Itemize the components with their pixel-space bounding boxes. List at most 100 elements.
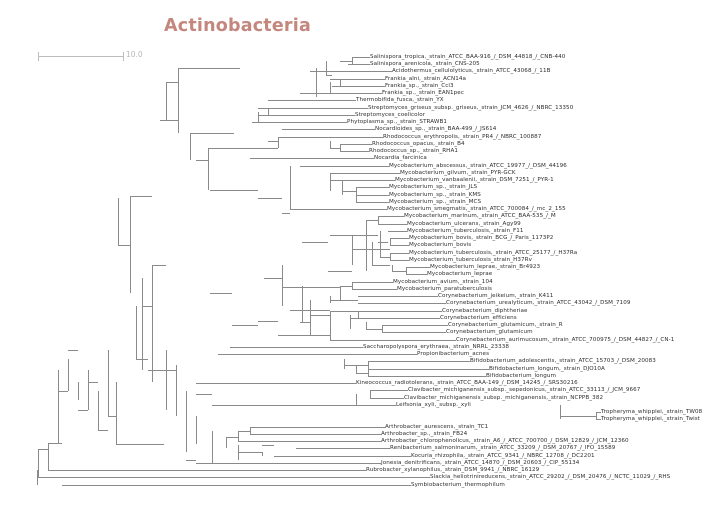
branch-horizontal <box>196 383 356 384</box>
taxon-label: Frankia_sp.,_strain_Ccl3 <box>385 83 454 89</box>
branch-horizontal <box>366 220 378 221</box>
taxon-label: Mycobacterium_sp.,_strain_MCS <box>389 199 482 205</box>
branch-horizontal <box>390 238 409 239</box>
scale-bar-label: 10.0 <box>126 50 143 59</box>
taxon-label: Slackia_heliotrinireducens,_strain_ATCC_… <box>430 474 671 480</box>
branch-horizontal <box>186 459 196 461</box>
branch-vertical <box>190 133 191 160</box>
branch-horizontal <box>390 253 409 254</box>
branch-horizontal <box>326 75 332 76</box>
taxon-label: Rubrobacter_xylanophilus,_strain_DSM_994… <box>366 467 540 473</box>
branch-vertical <box>250 427 251 434</box>
branch-horizontal <box>330 79 385 80</box>
branch-horizontal <box>340 60 352 62</box>
branch-horizontal <box>208 147 278 149</box>
branch-horizontal <box>118 245 130 246</box>
branch-horizontal <box>37 477 62 478</box>
scale-bar-line <box>38 56 124 57</box>
branch-horizontal <box>230 347 363 348</box>
branch-vertical <box>268 108 269 115</box>
branch-vertical <box>88 370 89 410</box>
branch-vertical <box>352 282 353 289</box>
taxon-label: Salinispora_arenicola,_strain_CNS-205 <box>370 61 480 67</box>
branch-horizontal <box>62 485 411 486</box>
branch-vertical <box>142 277 143 370</box>
branch-horizontal <box>348 64 370 65</box>
branch-vertical <box>116 382 117 444</box>
branch-vertical <box>382 325 383 332</box>
branch-horizontal <box>332 86 385 87</box>
branch-horizontal <box>340 285 352 287</box>
branch-vertical <box>342 180 343 195</box>
branch-horizontal <box>382 332 446 333</box>
branch-horizontal <box>264 277 282 279</box>
branch-vertical <box>98 391 99 430</box>
taxon-label: Nocardioides_sp.,_strain_BAA-499_/_JS614 <box>375 126 497 132</box>
branch-vertical <box>178 67 179 133</box>
branch-horizontal <box>250 434 381 435</box>
branch-horizontal <box>392 270 406 272</box>
taxon-label: Streptomyces_griseus_subsp._griseus,_str… <box>368 105 574 111</box>
branch-horizontal <box>212 405 396 406</box>
branch-horizontal <box>358 296 438 297</box>
taxon-label: Arthrobacter_chlorophenolicus,_strain_A6… <box>381 438 629 444</box>
taxon-label: Mycobacterium_abscessus,_strain_ATCC_199… <box>389 163 567 169</box>
taxon-label: Mycobacterium_vanbaalenii,_strain_DSM_72… <box>395 177 554 183</box>
taxon-label: Symbiobacterium_thermophilum <box>411 482 505 488</box>
branch-vertical <box>352 57 353 64</box>
branch-horizontal <box>278 334 330 336</box>
taxon-label: Mycobacterium_avium,_strain_104 <box>393 279 493 285</box>
taxon-label: Mycobacterium_sp.,_strain_JLS <box>389 184 478 190</box>
branch-vertical <box>356 365 357 373</box>
branch-horizontal <box>352 248 390 250</box>
branch-vertical <box>290 166 291 209</box>
taxon-label: Jonesia_denitrificans,_strain_ATCC_14870… <box>381 460 580 466</box>
branch-vertical <box>238 444 239 460</box>
branch-horizontal <box>48 443 62 444</box>
branch-horizontal <box>142 306 152 307</box>
taxon-label: Kineococcus_radiotolerans,_strain_ATCC_B… <box>356 380 578 386</box>
taxon-label: Corynebacterium_urealyticum,_strain_ATCC… <box>446 300 631 306</box>
branch-horizontal <box>48 470 50 471</box>
branch-vertical <box>278 137 279 148</box>
branch-horizontal <box>342 191 356 192</box>
branch-horizontal <box>78 410 88 411</box>
taxon-label: Phytoplasma_sp.,_strain_STRAWB1 <box>347 119 448 125</box>
branch-vertical <box>380 231 381 257</box>
branch-horizontal <box>370 398 404 399</box>
branch-horizontal <box>282 212 290 214</box>
branch-vertical <box>366 220 367 271</box>
branch-vertical <box>390 253 391 260</box>
taxon-label: Corynebacterium_glutamicum <box>446 329 533 335</box>
branch-horizontal <box>226 437 238 438</box>
branch-horizontal <box>330 311 442 312</box>
branch-horizontal <box>596 412 601 413</box>
branch-horizontal <box>596 419 601 420</box>
branch-horizontal <box>152 265 166 266</box>
taxon-label: Rhodococcus_erythropolis,_strain_PR4_/_N… <box>383 134 542 140</box>
taxon-label: Corynebacterium_jeikeium,_strain_K411 <box>438 293 554 299</box>
branch-vertical <box>560 405 561 419</box>
branch-horizontal <box>50 470 366 471</box>
branch-vertical <box>196 415 197 444</box>
taxon-label: Kocuria_rhizophila,_strain_ATCC_9341_/_N… <box>411 453 595 459</box>
branch-vertical <box>370 390 371 398</box>
branch-horizontal <box>62 477 430 478</box>
taxon-label: Thermobifida_fusca,_strain_YX <box>356 97 444 103</box>
branch-horizontal <box>330 235 378 236</box>
branch-vertical <box>356 187 357 202</box>
branch-vertical <box>130 195 131 293</box>
branch-horizontal <box>382 325 448 326</box>
branch-vertical <box>378 216 379 224</box>
branch-vertical <box>48 443 49 470</box>
branch-horizontal <box>370 390 408 391</box>
taxon-label: Mycobacterium_tuberculosis_strain_H37Rv <box>409 257 533 263</box>
branch-horizontal <box>238 452 262 453</box>
taxon-label: Arthrobacter_aurescens,_strain_TC1 <box>385 424 489 430</box>
taxon-label: Salinispora_tropica,_strain_ATCC_BAA-916… <box>370 54 566 60</box>
branch-horizontal <box>160 120 178 121</box>
taxon-label: Renibacterium_salmoninarum,_strain_ATCC_… <box>390 445 616 451</box>
taxon-label: Mycobacterium_leprae,_strain_Br4923 <box>430 264 541 270</box>
branch-horizontal <box>406 274 427 275</box>
